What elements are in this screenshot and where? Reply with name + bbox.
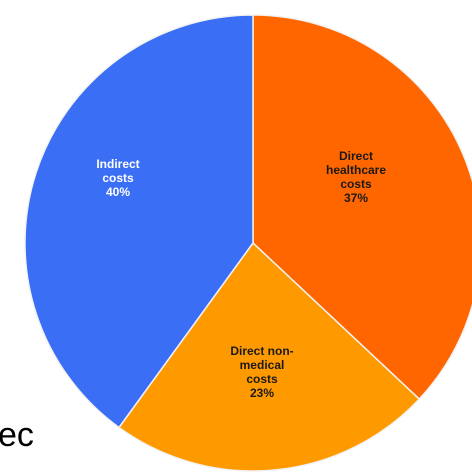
pie-slice-label-line: Indirect	[96, 157, 139, 171]
pie-slice-label-line: costs	[246, 372, 278, 386]
pie-slice-label-line: medical	[240, 358, 285, 372]
pie-slice-label-line: costs	[102, 171, 134, 185]
pie-slice-2	[24, 14, 254, 429]
pie-slice-label-line: Direct non-	[230, 344, 293, 358]
cropped-caption-text: ec	[0, 416, 34, 454]
pie-slice-label-line: 40%	[106, 185, 130, 199]
pie-slice-label-line: costs	[340, 177, 372, 191]
pie-slice-label-line: Direct	[339, 149, 373, 163]
pie-slice-label-1: Direct non-medical costs 23%	[230, 344, 293, 400]
pie-slice-1	[117, 241, 421, 472]
pie-slice-label-line: 23%	[250, 386, 274, 400]
pie-slice-label-line: healthcare	[326, 163, 386, 177]
pie-slice-label-0: Direct healthcare costs 37%	[326, 149, 386, 205]
pie-slice-0	[252, 14, 472, 401]
pie-slice-label-2: Indirect costs 40%	[96, 157, 139, 199]
pie-slice-label-line: 37%	[344, 191, 368, 205]
